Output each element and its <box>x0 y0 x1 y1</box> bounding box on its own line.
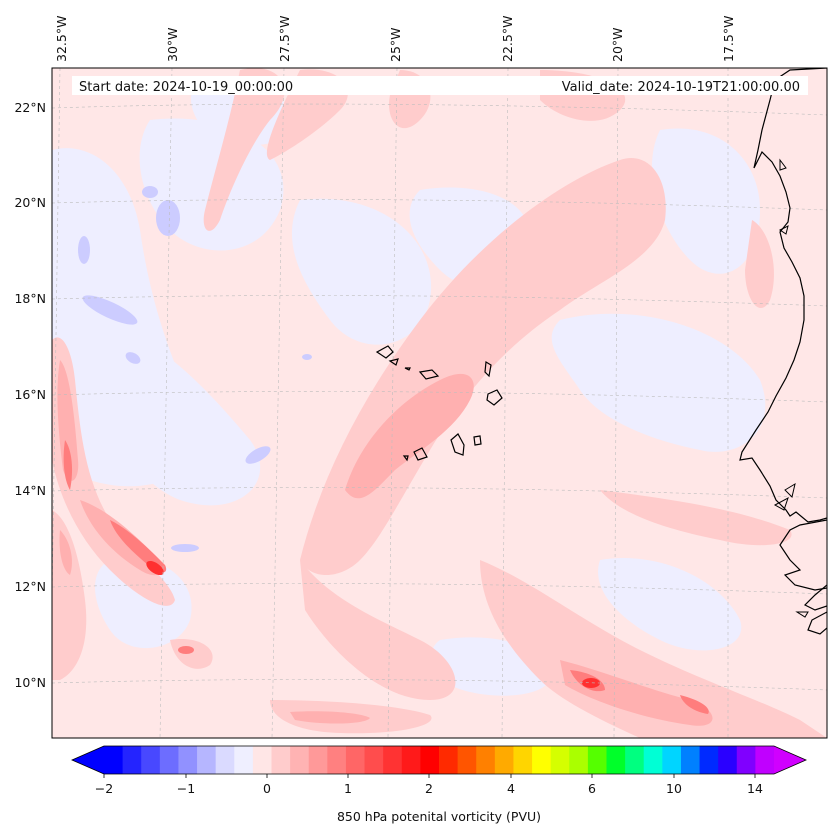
colorbar-cell <box>252 746 272 774</box>
colorbar-tick-labels: −2 −1 0 1 2 4 6 10 14 <box>95 781 763 796</box>
colorbar-cell <box>197 746 217 774</box>
colorbar-cell <box>736 746 756 774</box>
colorbar-cell <box>383 746 403 774</box>
colorbar-cell <box>271 746 291 774</box>
colorbar-tick-label: 10 <box>666 781 682 796</box>
lat-label: 10°N <box>14 675 46 690</box>
colorbar-cell <box>420 746 440 774</box>
colorbar-cell <box>364 746 384 774</box>
colorbar-tick-label: 2 <box>425 781 433 796</box>
colorbar-cell <box>345 746 366 774</box>
colorbar-tick-label: 0 <box>263 781 271 796</box>
colorbar-cell <box>569 746 589 774</box>
lon-label: 32.5°W <box>54 16 69 62</box>
colorbar-cell <box>104 746 124 774</box>
colorbar-cell <box>643 746 663 774</box>
colorbar-tick-label: 14 <box>747 781 763 796</box>
colorbar-cell <box>215 746 235 774</box>
colorbar-ticks <box>103 774 756 778</box>
lon-label: 25°W <box>388 27 403 62</box>
cape-verde-islands <box>375 345 503 462</box>
gridlines <box>52 68 827 738</box>
colorbar-under-arrow <box>72 746 104 774</box>
colorbar-tick-label: 1 <box>344 781 352 796</box>
colorbar-over-arrow <box>774 746 806 774</box>
longitude-labels: 32.5°W 30°W 27.5°W 25°W 22.5°W 20°W 17.5… <box>54 16 736 62</box>
colorbar-cell <box>587 746 607 774</box>
colorbar-cell <box>457 746 477 774</box>
pv-field <box>52 68 827 738</box>
lat-label: 16°N <box>14 387 46 402</box>
colorbar-cell <box>327 746 347 774</box>
pv-positive-max <box>146 560 600 688</box>
colorbar-cells <box>104 746 775 774</box>
lon-label: 20°W <box>610 27 625 62</box>
africa-coastline <box>739 68 827 523</box>
lat-label: 14°N <box>14 483 46 498</box>
colorbar: −2 −1 0 1 2 4 6 10 14 850 hPa potenital … <box>71 745 807 824</box>
lat-label: 20°N <box>14 195 46 210</box>
lat-label: 18°N <box>14 291 46 306</box>
colorbar-cell <box>401 746 421 774</box>
colorbar-cell <box>308 746 328 774</box>
colorbar-cell <box>532 746 552 774</box>
colorbar-cell <box>680 746 701 774</box>
map-frame <box>51 67 828 739</box>
colorbar-cell <box>494 746 514 774</box>
colorbar-cell <box>178 746 198 774</box>
colorbar-cell <box>606 746 626 774</box>
latitude-labels: 22°N 20°N 18°N 16°N 14°N 12°N 10°N <box>14 100 46 690</box>
colorbar-cell <box>122 746 142 774</box>
pv-negative-region <box>52 79 766 696</box>
lat-label: 12°N <box>14 579 46 594</box>
colorbar-cell <box>755 746 775 774</box>
colorbar-cell <box>159 746 179 774</box>
colorbar-tick-label: 6 <box>588 781 596 796</box>
colorbar-cell <box>699 746 719 774</box>
colorbar-cell <box>718 746 738 774</box>
lon-label: 30°W <box>165 27 180 62</box>
lat-label: 22°N <box>14 100 46 115</box>
lon-label: 22.5°W <box>500 16 515 62</box>
colorbar-cell <box>476 746 496 774</box>
start-date-label: Start date: 2024-10-19_00:00:00 <box>79 80 293 95</box>
valid-date-label: Valid_date: 2024-10-19T21:00:00.00 <box>562 80 800 95</box>
colorbar-label: 850 hPa potenital vorticity (PVU) <box>337 809 541 824</box>
colorbar-cell <box>141 746 161 774</box>
colorbar-cell <box>550 746 570 774</box>
colorbar-cell <box>290 746 310 774</box>
colorbar-tick-label: −2 <box>95 781 113 796</box>
colorbar-cell <box>513 746 533 774</box>
lon-label: 27.5°W <box>277 16 292 62</box>
colorbar-cell <box>662 746 682 774</box>
colorbar-cell <box>234 746 254 774</box>
date-header: Start date: 2024-10-19_00:00:00 Valid_da… <box>72 76 808 95</box>
colorbar-cell <box>439 746 459 774</box>
colorbar-tick-label: −1 <box>177 781 195 796</box>
colorbar-tick-label: 4 <box>507 781 515 796</box>
colorbar-cell <box>625 746 645 774</box>
lon-label: 17.5°W <box>721 16 736 62</box>
